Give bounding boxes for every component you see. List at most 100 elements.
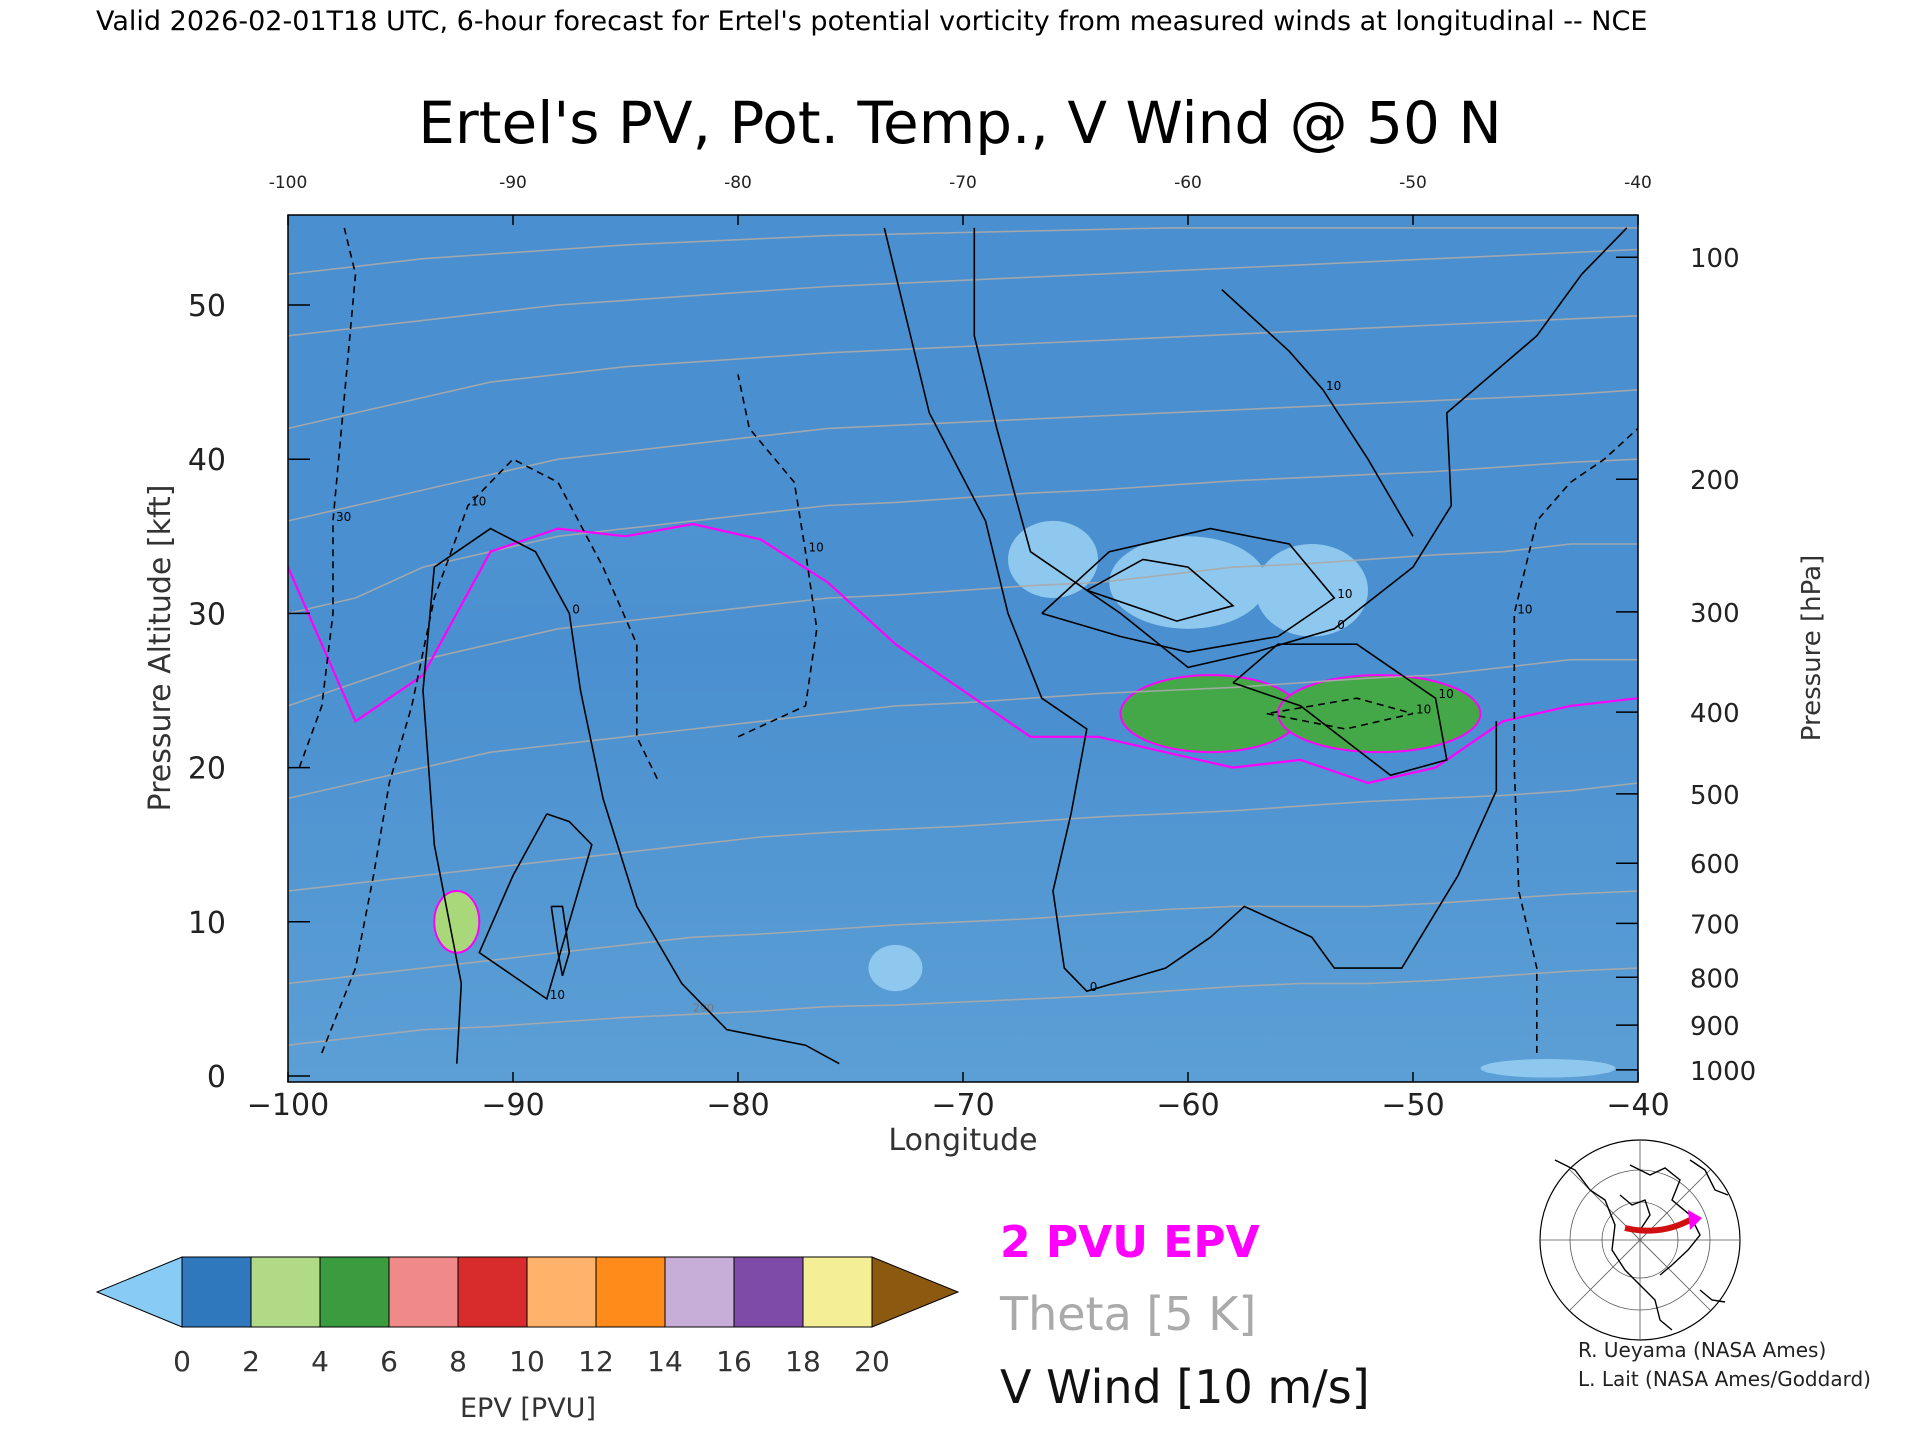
map-cross-section-line [1624, 1217, 1692, 1234]
colorbar-under-arrow [95, 1256, 183, 1328]
theta-contour-8 [288, 248, 1638, 337]
epv-fill-blue [288, 215, 1638, 783]
epv-low-patch-1 [1109, 536, 1267, 629]
top-x-tick-label: -40 [1624, 173, 1652, 193]
epv-high-patch-2 [433, 889, 481, 954]
pressure-tick-label: 800 [1690, 964, 1740, 994]
pressure-tick-label: 700 [1690, 910, 1740, 940]
v-wind-contour-label: 10 [1517, 602, 1532, 616]
credit-line-1: R. Ueyama (NASA Ames) [1578, 1338, 1826, 1362]
v-wind-contour-12 [1513, 427, 1638, 1053]
v-wind-contour-label: 10 [471, 494, 486, 508]
v-wind-contour-label: 0 [1090, 980, 1098, 994]
colorbar-swatch [802, 1256, 873, 1328]
colorbar-swatch [457, 1256, 528, 1328]
top-x-tick-label: -100 [269, 173, 308, 193]
colorbar-swatch [181, 1256, 252, 1328]
theta-contour-3 [288, 658, 1638, 800]
top-x-tick-label: -50 [1399, 173, 1427, 193]
pv2-contour [288, 522, 1638, 785]
v-wind-contour-label: 30 [336, 510, 351, 524]
colorbar-tick-label: 8 [449, 1345, 467, 1378]
colorbar-tick-label: 4 [311, 1345, 329, 1378]
x-tick-label: −60 [1156, 1088, 1219, 1123]
top-x-tick-label: -90 [499, 173, 527, 193]
y-tick-label: 10 [188, 906, 226, 941]
pressure-axis-label: Pressure [hPa] [1797, 555, 1827, 742]
v-wind-contour-10 [298, 227, 357, 768]
pressure-tick-label: 200 [1690, 466, 1740, 496]
v-wind-contour-label: 0 [572, 602, 580, 616]
map-direction-arrow [1688, 1210, 1702, 1230]
x-axis-label: Longitude [888, 1123, 1037, 1158]
x-tick-label: −40 [1606, 1088, 1669, 1123]
axes: −100 -100 −90 -90 −80 -80 −70 -70 −60 -60 −50 -50 −4… [188, 173, 1756, 1123]
epv-high-patch-0 [1119, 674, 1302, 754]
legend-pv-label: 2 PVU EPV [1000, 1217, 1260, 1268]
map-graticule [1540, 1140, 1740, 1340]
theta-contour-0 [288, 967, 1638, 1046]
v-wind-contour-13 [1266, 697, 1414, 730]
v-wind-contour-6 [1086, 558, 1235, 622]
v-wind-contour-1 [883, 227, 1498, 993]
pressure-tick-label: 900 [1690, 1012, 1740, 1042]
v-wind-contour-label: 10 [809, 541, 824, 555]
legend-wind-label: V Wind [10 m/s] [1000, 1360, 1370, 1414]
colorbar-over-arrow [871, 1256, 960, 1328]
theta-contour-5 [288, 458, 1638, 615]
v-wind-contour-label: 10 [1337, 587, 1352, 601]
epv-low-patch-3 [868, 944, 923, 992]
v-wind-contour-7 [1232, 643, 1448, 777]
top-x-tick-label: -80 [724, 173, 752, 193]
colorbar-tick-label: 6 [380, 1345, 398, 1378]
epv-low-patch-0 [1008, 520, 1098, 598]
plot-area: 290 0 0 10 0 10 10 10 10 30 10 10 10 [288, 215, 1638, 1082]
colorbar-swatch [664, 1256, 735, 1328]
pressure-tick-label: 600 [1690, 850, 1740, 880]
credit-line-2: L. Lait (NASA Ames/Goddard) [1578, 1367, 1871, 1391]
v-wind-contours: 0 0 10 0 10 10 10 10 30 10 10 10 [298, 227, 1638, 1065]
colorbar-tick-label: 20 [854, 1345, 890, 1378]
colorbar-swatch [526, 1256, 597, 1328]
colorbar-tick-label: 16 [716, 1345, 752, 1378]
x-tick-label: −80 [706, 1088, 769, 1123]
v-wind-contour-5 [1041, 527, 1336, 653]
theta-contour-1 [288, 890, 1638, 985]
v-wind-contour-label: 10 [550, 988, 565, 1002]
x-tick-label: −90 [481, 1088, 544, 1123]
x-tick-label: −100 [247, 1088, 329, 1123]
pressure-tick-label: 300 [1690, 599, 1740, 629]
v-wind-contour-2 [478, 813, 593, 1001]
chart-title: Ertel's PV, Pot. Temp., V Wind @ 50 N [418, 89, 1501, 157]
epv-low-patch-4 [1480, 1059, 1616, 1078]
pressure-tick-label: 100 [1690, 244, 1740, 274]
colorbar-swatch [595, 1256, 666, 1328]
theta-contour-6 [288, 389, 1638, 522]
v-wind-contour-label: 10 [1326, 379, 1341, 393]
colorbar-swatch [388, 1256, 459, 1328]
top-x-tick-label: -70 [949, 173, 977, 193]
v-wind-contour-label: 10 [1416, 703, 1431, 717]
pressure-tick-label: 1000 [1690, 1057, 1756, 1087]
v-wind-contour-3 [550, 905, 571, 977]
theta-contour-2 [288, 782, 1638, 892]
legend-theta-label: Theta [5 K] [999, 1287, 1256, 1341]
y-tick-label: 30 [188, 597, 226, 632]
colorbar-tick-label: 0 [173, 1345, 191, 1378]
top-x-tick-label: -60 [1174, 173, 1202, 193]
valid-time-header: Valid 2026-02-01T18 UTC, 6-hour forecast… [96, 6, 1647, 37]
v-wind-contour-label: 0 [1337, 618, 1345, 632]
v-wind-contour-9 [321, 458, 661, 1054]
colorbar-tick-label: 18 [785, 1345, 821, 1378]
x-tick-label: −50 [1381, 1088, 1444, 1123]
colorbar: 0 2 4 6 8 10 12 14 16 18 20 [95, 1256, 960, 1378]
x-tick-label: −70 [931, 1088, 994, 1123]
colorbar-tick-label: 2 [242, 1345, 260, 1378]
y-axis-label: Pressure Altitude [kft] [143, 485, 178, 812]
theta-contours: 290 [288, 227, 1638, 1046]
pressure-tick-label: 500 [1690, 781, 1740, 811]
colorbar-swatch [319, 1256, 390, 1328]
epv-low-patch-2 [1255, 544, 1368, 637]
y-tick-label: 50 [188, 289, 226, 324]
